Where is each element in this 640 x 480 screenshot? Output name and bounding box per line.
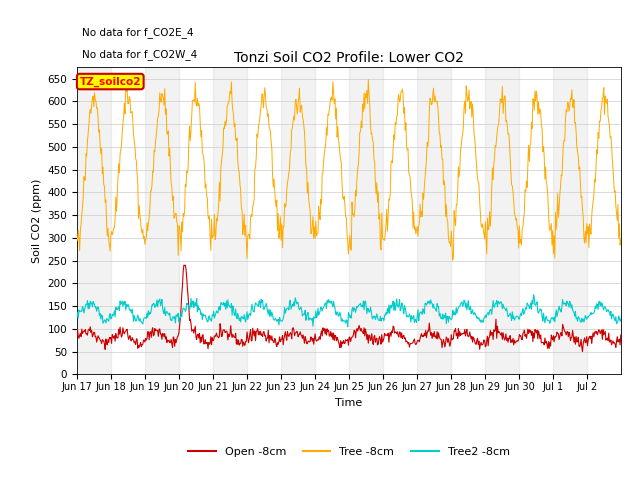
- Bar: [213, 67, 247, 374]
- Text: TZ_soilco2: TZ_soilco2: [79, 76, 141, 87]
- Bar: [77, 67, 111, 374]
- X-axis label: Time: Time: [335, 397, 362, 408]
- Legend: Open -8cm, Tree -8cm, Tree2 -8cm: Open -8cm, Tree -8cm, Tree2 -8cm: [184, 442, 514, 461]
- Title: Tonzi Soil CO2 Profile: Lower CO2: Tonzi Soil CO2 Profile: Lower CO2: [234, 51, 464, 65]
- Bar: [554, 67, 588, 374]
- Bar: [145, 67, 179, 374]
- Bar: [281, 67, 315, 374]
- Bar: [485, 67, 520, 374]
- Bar: [621, 67, 640, 374]
- Bar: [349, 67, 383, 374]
- Bar: [417, 67, 451, 374]
- Y-axis label: Soil CO2 (ppm): Soil CO2 (ppm): [32, 179, 42, 263]
- Text: No data for f_CO2W_4: No data for f_CO2W_4: [82, 49, 198, 60]
- Text: No data for f_CO2E_4: No data for f_CO2E_4: [82, 27, 194, 38]
